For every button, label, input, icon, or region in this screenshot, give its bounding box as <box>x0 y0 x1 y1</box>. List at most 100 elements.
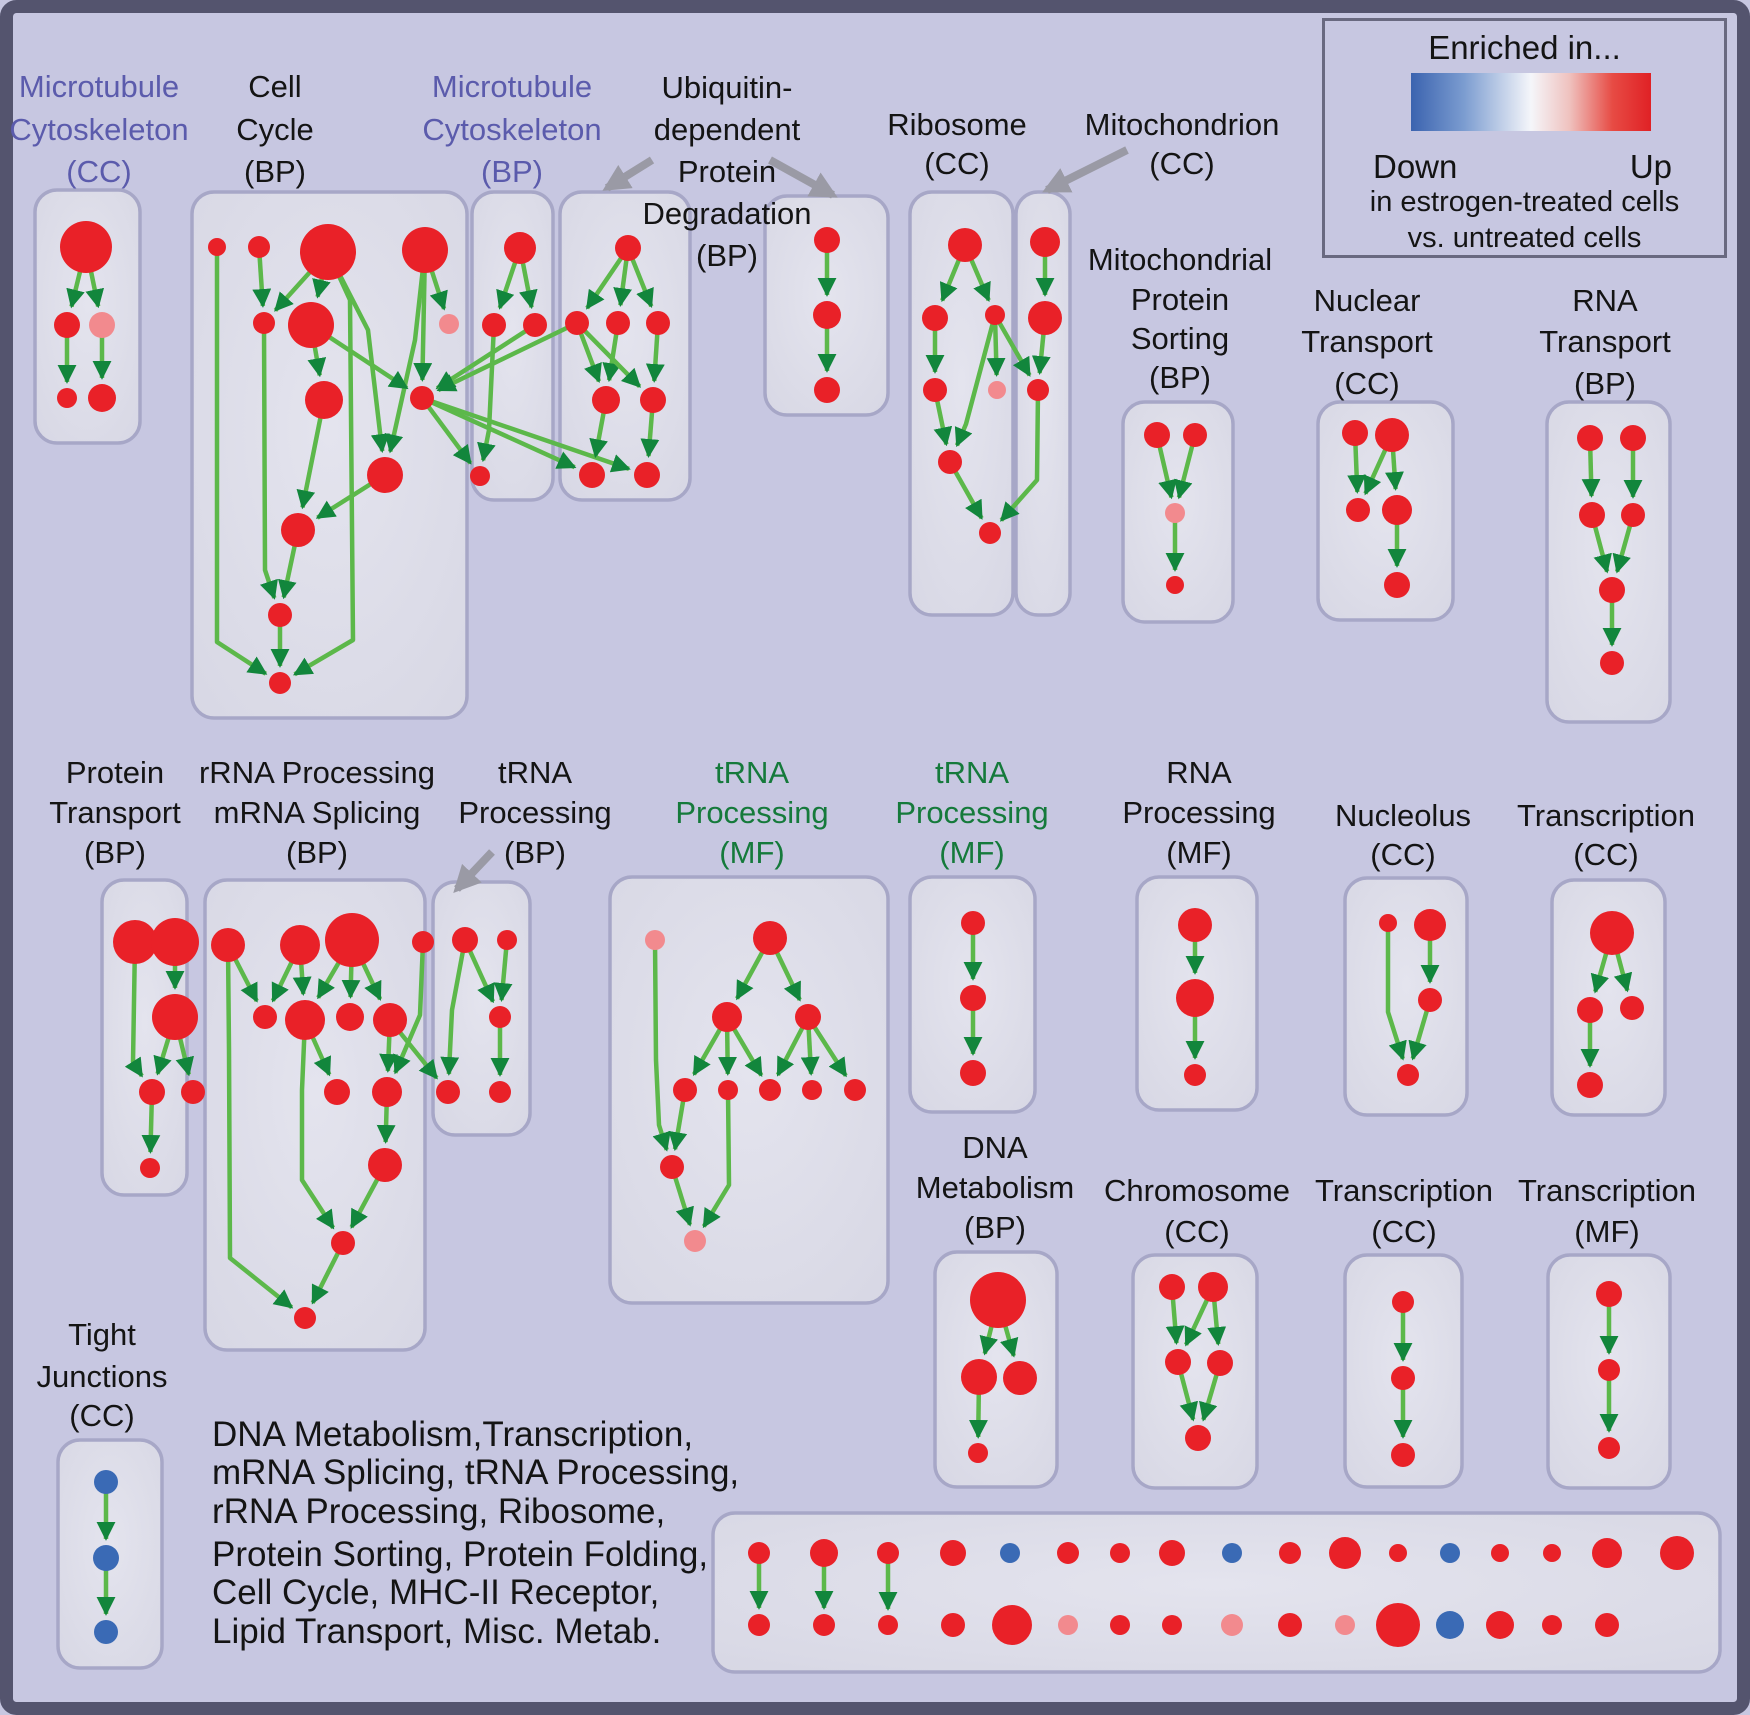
node-rib3 <box>985 305 1005 325</box>
microtubule-cytoskeleton-cc-label: (CC) <box>66 154 132 189</box>
node-a13 <box>1440 1543 1460 1563</box>
mitochondrial-protein-sorting-bp-label: (BP) <box>1149 360 1211 395</box>
rna-transport-bp-label: RNA <box>1572 283 1638 318</box>
node-ch4 <box>1207 1350 1233 1376</box>
node-cc12 <box>268 603 292 627</box>
callout-arrow-2 <box>768 156 838 199</box>
node-mc3 <box>89 312 115 338</box>
mitochondrion-cc-label: (CC) <box>1149 146 1215 181</box>
node-ms3 <box>1165 503 1185 523</box>
node-mc2 <box>54 312 80 338</box>
node-ch1 <box>1159 1274 1185 1300</box>
transcription-cc-row2-box <box>1550 878 1667 1117</box>
node-xmf3 <box>1184 1064 1206 1086</box>
node-rr8 <box>373 1003 407 1037</box>
dna-metabolism-bp-box <box>933 1250 1059 1489</box>
microtubule-cytoskeleton-bp-label: Cytoskeleton <box>422 112 602 147</box>
edge-wbp1-wbp4 <box>440 939 468 1076</box>
mitochondrion-cc-label: Mitochondrion <box>1084 107 1280 142</box>
node-da4 <box>968 1443 988 1463</box>
node-rr9 <box>324 1079 350 1105</box>
node-b14 <box>1486 1611 1514 1639</box>
callout-arrows-layer <box>453 146 1129 893</box>
node-nu3 <box>1418 988 1442 1012</box>
rrna-processing-mrna-splicing-bp-label: rRNA Processing <box>198 755 436 790</box>
node-a1 <box>748 1542 770 1564</box>
node-rib7 <box>979 522 1001 544</box>
ubiquitin-dependent-protein-degradation-bp-label: (BP) <box>696 238 758 273</box>
node-mito3 <box>1027 379 1049 401</box>
ubiquitin-dependent-protein-degradation-bp-label: Protein <box>677 154 777 189</box>
ribosome-cc-label: (CC) <box>924 146 990 181</box>
legend-down-label: Down <box>1373 148 1458 185</box>
node-b5 <box>992 1605 1032 1645</box>
node-cc7 <box>439 314 459 334</box>
edge-rib3-rib5 <box>986 314 1006 377</box>
legend-subtitle-1: in estrogen-treated cells <box>1369 186 1680 218</box>
node-b15 <box>1542 1615 1562 1635</box>
node-a15 <box>1543 1544 1561 1562</box>
node-b9 <box>1221 1614 1243 1636</box>
node-wbp2 <box>497 930 517 950</box>
node-b1 <box>748 1614 770 1636</box>
chromosome-cc-label: (CC) <box>1164 1214 1230 1249</box>
node-ymf2 <box>960 985 986 1011</box>
node-a17 <box>1660 1536 1694 1570</box>
node-zmf2 <box>753 921 787 955</box>
node-pt6 <box>140 1158 160 1178</box>
nucleolus-cc-label: Nucleolus <box>1334 798 1472 833</box>
protein-transport-bp-label: Transport <box>49 795 181 830</box>
node-b10 <box>1278 1613 1302 1637</box>
edge-rr6-rr12 <box>299 1019 336 1230</box>
rrna-processing-mrna-splicing-bp-label: (BP) <box>286 835 348 870</box>
callout-arrow-3 <box>1042 146 1129 194</box>
node-rib4 <box>923 378 947 402</box>
node-rt3 <box>1579 502 1605 528</box>
node-tr3 <box>1391 1443 1415 1467</box>
edge-rr4-rr10 <box>393 941 426 1075</box>
node-mbp1 <box>504 232 536 264</box>
tight-junctions-cc-label: (CC) <box>69 1398 135 1433</box>
ubiquitin-dependent-protein-degradation-bp-label: dependent <box>653 112 801 147</box>
microtubule-cytoskeleton-cc-label: Microtubule <box>18 69 180 104</box>
node-pt1 <box>113 920 157 964</box>
node-da2 <box>961 1359 997 1395</box>
node-tc4 <box>1577 1072 1603 1098</box>
node-ub1 <box>615 235 641 261</box>
node-ymf1 <box>961 911 985 935</box>
node-rr4 <box>412 931 434 953</box>
node-tm2 <box>1598 1359 1620 1381</box>
rna-transport-bp-label: Transport <box>1539 324 1671 359</box>
trna-processing-mf-1-label: tRNA <box>714 755 790 790</box>
protein-transport-bp-label: (BP) <box>84 835 146 870</box>
node-xmf2 <box>1176 979 1214 1017</box>
node-rr10 <box>372 1077 402 1107</box>
node-tc2 <box>1577 997 1603 1023</box>
ubiquitin-dependent-protein-degradation-bp-label: Ubiquitin- <box>661 70 793 105</box>
node-cc4 <box>402 227 448 273</box>
misc-note-line-5: Cell Cycle, MHC-II Receptor, <box>212 1573 660 1612</box>
node-pt3 <box>152 994 198 1040</box>
legend-up-label: Up <box>1629 148 1672 185</box>
rna-transport-bp-label: (BP) <box>1574 366 1636 401</box>
edge-pt1-pt4 <box>124 941 144 1078</box>
node-da3 <box>1003 1361 1037 1395</box>
node-deg1 <box>814 227 840 253</box>
node-b13 <box>1436 1611 1464 1639</box>
node-a7 <box>1110 1543 1130 1563</box>
transcription-cc-row2-label: (CC) <box>1573 837 1639 872</box>
rna-processing-mf-label: RNA <box>1166 755 1232 790</box>
node-zmf11 <box>684 1230 706 1252</box>
node-tj3 <box>94 1620 118 1644</box>
node-nt4 <box>1382 495 1412 525</box>
node-tc1 <box>1590 911 1634 955</box>
node-cc5 <box>253 312 275 334</box>
node-zmf1 <box>645 930 665 950</box>
node-rib5 <box>988 381 1006 399</box>
misc-note-line-4: Protein Sorting, Protein Folding, <box>212 1535 709 1574</box>
misc-note-line-1: DNA Metabolism,Transcription, <box>212 1415 694 1454</box>
node-deg2 <box>813 301 841 329</box>
node-tc3 <box>1620 996 1644 1020</box>
trna-processing-mf-2-label: tRNA <box>934 755 1010 790</box>
